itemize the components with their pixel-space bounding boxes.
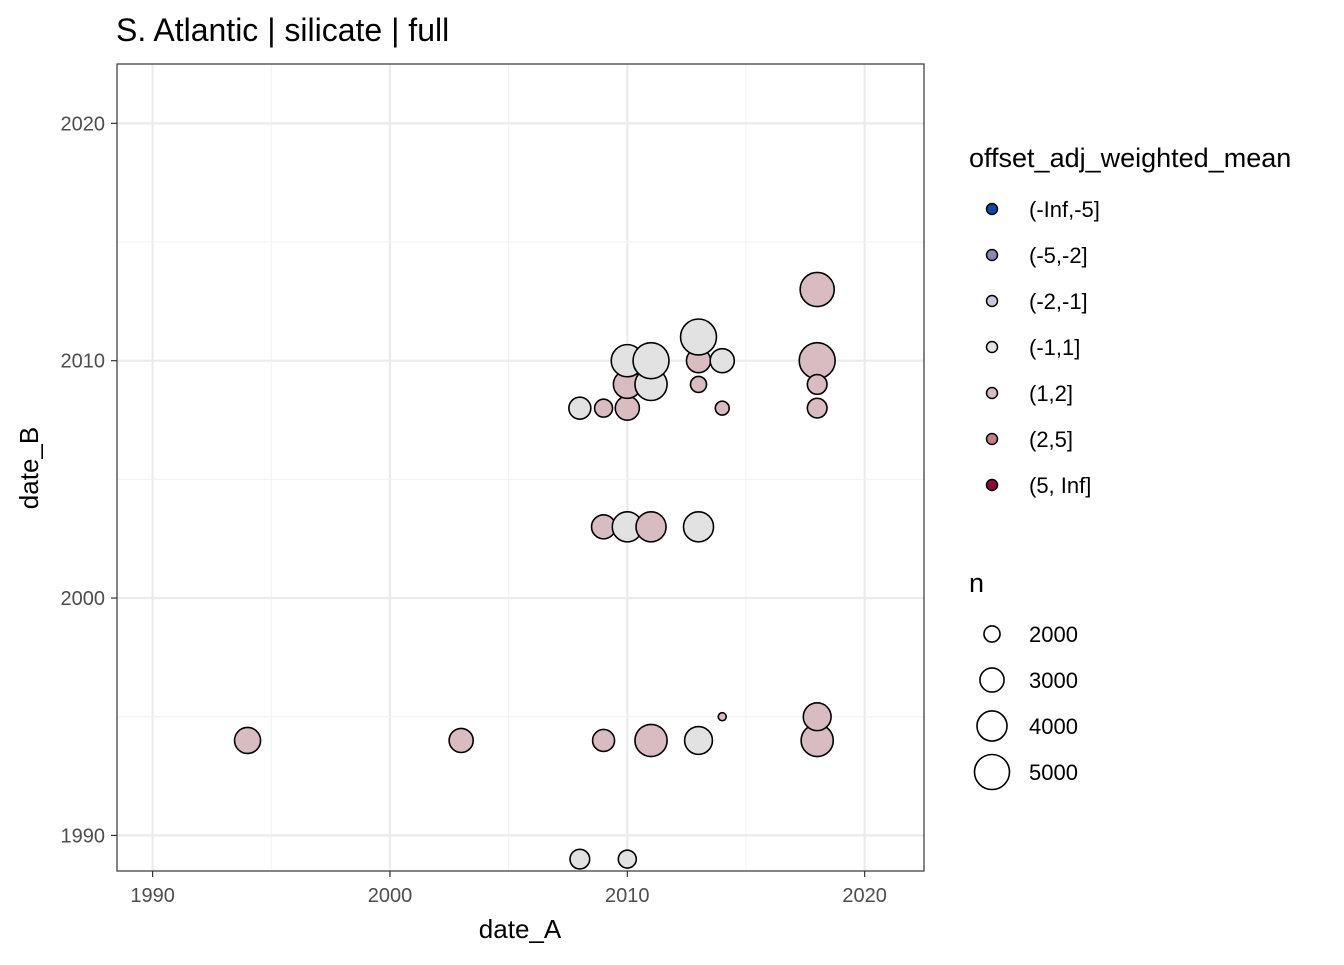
data-point: [806, 373, 828, 396]
x-tick-label: 2010: [605, 885, 650, 907]
y-tick-label: 1990: [61, 825, 106, 847]
legend-color-label: (1,2]: [1029, 381, 1073, 406]
color-legend-title: offset_adj_weighted_mean: [969, 143, 1291, 173]
data-point: [568, 396, 592, 420]
data-point: [635, 511, 667, 543]
data-point: [233, 726, 262, 755]
legend-size-key: [976, 710, 1008, 742]
legend-size-label: 2000: [1029, 622, 1078, 647]
legend-color-key: [985, 248, 999, 262]
data-point: [799, 271, 836, 308]
legend-size-key: [979, 667, 1005, 693]
legend-color-label: (2,5]: [1029, 427, 1073, 452]
data-point: [614, 395, 641, 422]
legend-size-label: 4000: [1029, 714, 1078, 739]
legend-color-key: [985, 432, 999, 446]
x-tick-label: 2000: [368, 885, 413, 907]
data-point: [689, 375, 708, 394]
data-point: [802, 702, 832, 732]
panel-border: [116, 63, 925, 872]
data-point: [709, 347, 736, 374]
data-point: [798, 341, 836, 380]
data-point: [682, 511, 715, 543]
legend-color-key: [985, 478, 999, 492]
data-point: [448, 727, 475, 754]
legend-color-label: (-5,-2]: [1029, 243, 1088, 268]
data-point: [591, 728, 616, 753]
legend-color-label: (5, Inf]: [1029, 473, 1091, 498]
x-tick-label: 1990: [130, 885, 175, 907]
legend-size-label: 3000: [1029, 668, 1078, 693]
data-point: [679, 318, 718, 356]
data-point: [632, 341, 670, 380]
x-tick-label: 2020: [842, 885, 887, 907]
legend-color-label: (-1,1]: [1029, 335, 1080, 360]
legend-size-key: [973, 753, 1011, 791]
data-point: [569, 848, 591, 870]
y-tick-label: 2020: [61, 113, 106, 135]
data-point: [593, 398, 614, 418]
legend-color-key: [985, 294, 999, 308]
legend-color-key: [985, 202, 999, 216]
legend-size-key: [983, 625, 1001, 643]
y-tick-label: 2000: [61, 588, 106, 610]
chart-title: S. Atlantic | silicate | full: [116, 12, 449, 48]
data-point: [714, 400, 730, 416]
legend-size-label: 5000: [1029, 760, 1078, 785]
data-point: [806, 397, 828, 419]
y-axis-label: date_B: [14, 427, 44, 509]
size-legend-title: n: [969, 568, 984, 598]
data-point: [617, 849, 638, 869]
data-point: [717, 711, 728, 722]
legend-color-label: (-2,-1]: [1029, 289, 1088, 314]
data-point: [683, 725, 714, 756]
legend-color-key: [985, 340, 999, 354]
y-tick-label: 2010: [61, 351, 106, 373]
data-point: [634, 723, 668, 758]
legend-color-label: (-Inf,-5]: [1029, 197, 1100, 222]
legend-color-key: [985, 386, 999, 400]
x-axis-label: date_A: [479, 914, 562, 944]
